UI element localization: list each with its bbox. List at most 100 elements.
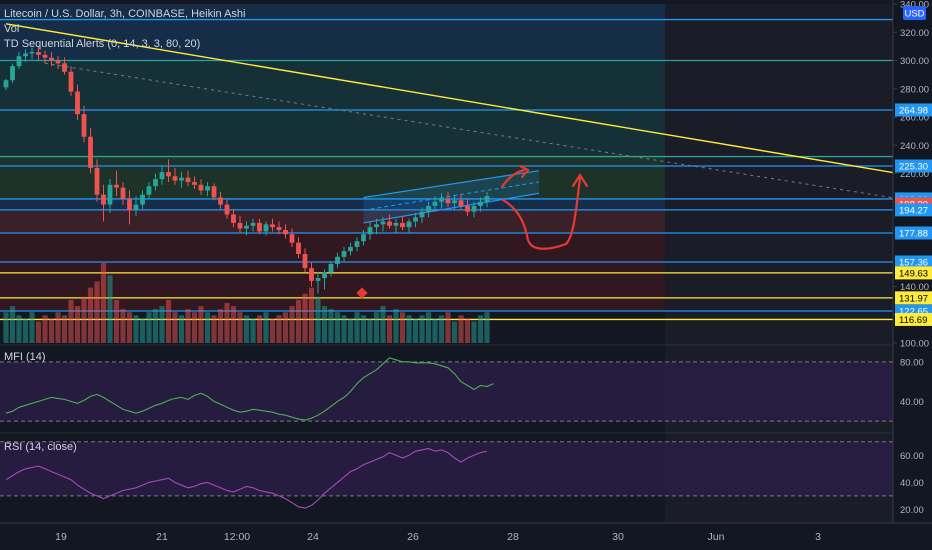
volume-bar xyxy=(412,318,419,343)
rsi-axis[interactable]: 60.00 40.00 20.00 xyxy=(900,451,924,516)
volume-bar xyxy=(198,306,204,343)
price-tag-label: 264.98 xyxy=(899,105,928,116)
candle-body xyxy=(328,263,334,273)
volume-bar xyxy=(133,315,139,343)
volume-bar xyxy=(22,318,29,343)
mfi-tick-label: 40.00 xyxy=(900,397,924,408)
candle-body xyxy=(120,187,126,199)
volume-bar xyxy=(126,312,133,343)
candle-body xyxy=(140,194,145,205)
price-tag-label: 225.30 xyxy=(899,162,928,173)
volume-bar xyxy=(484,312,490,343)
volume-bar xyxy=(159,306,165,343)
volume-bar xyxy=(334,312,341,343)
channel-lower xyxy=(363,192,540,224)
rsi-pane xyxy=(0,441,893,509)
red-arrow-annotation xyxy=(501,176,582,250)
volume-bar xyxy=(373,312,380,343)
volume-bar xyxy=(393,309,399,343)
candle-body xyxy=(159,172,165,180)
candles xyxy=(3,46,490,294)
candle-body xyxy=(309,268,314,281)
volume-bars xyxy=(3,263,490,343)
volume-bar xyxy=(230,306,237,343)
volume-bar xyxy=(100,263,107,343)
time-tick-label: 19 xyxy=(55,531,67,543)
volume-bar xyxy=(380,306,386,343)
currency-button-label: USD xyxy=(904,9,924,20)
volume-bar xyxy=(35,321,42,343)
candle-body xyxy=(81,114,87,137)
price-zone xyxy=(0,156,665,199)
candle-body xyxy=(452,200,457,204)
volume-bar xyxy=(328,309,334,343)
candle-body xyxy=(101,194,106,205)
indicator-vol: Vol xyxy=(4,23,19,35)
volume-bar xyxy=(217,309,224,343)
volume-bar xyxy=(237,312,243,343)
candle-body xyxy=(471,205,477,212)
volume-bar xyxy=(458,315,464,343)
candle-body xyxy=(341,251,347,257)
price-zone xyxy=(0,60,665,157)
rsi-label: RSI (14, close) xyxy=(4,441,77,453)
candle-body xyxy=(374,224,379,228)
time-tick-label: 12:00 xyxy=(224,531,250,543)
candle-body xyxy=(367,227,373,235)
price-zone xyxy=(0,198,665,211)
candle-body xyxy=(465,205,470,212)
volume-bar xyxy=(477,315,484,343)
volume-bar xyxy=(211,315,217,343)
currency-button[interactable]: USD xyxy=(903,6,926,20)
volume-bar xyxy=(276,315,282,343)
candle-body xyxy=(296,242,301,255)
candle-body xyxy=(205,186,210,191)
candle-body xyxy=(315,278,321,281)
channel-upper xyxy=(363,170,540,199)
candle-body xyxy=(172,176,178,181)
candle-body xyxy=(478,201,483,206)
candle-body xyxy=(179,177,184,181)
price-tick-label: 240.00 xyxy=(900,141,929,152)
candle-body xyxy=(153,179,158,187)
candle-body xyxy=(42,54,48,58)
volume-bar xyxy=(243,315,250,343)
candle-body xyxy=(29,52,35,54)
candle-body xyxy=(426,205,431,212)
candle-body xyxy=(257,222,262,232)
candle-body xyxy=(380,221,386,225)
price-zone xyxy=(0,4,665,61)
candle-body xyxy=(413,217,418,222)
rsi-band xyxy=(0,441,893,496)
candle-body xyxy=(244,225,249,229)
candle-body xyxy=(289,234,295,243)
legend: Litecoin / U.S. Dollar, 3h, COINBASE, He… xyxy=(4,8,246,50)
rsi-line xyxy=(5,447,488,509)
time-tick-label: Jun xyxy=(708,531,725,543)
candle-body xyxy=(224,204,230,215)
mfi-label: MFI (14) xyxy=(4,351,46,363)
mfi-axis[interactable]: 80.00 40.00 xyxy=(900,357,924,408)
horizontal-levels xyxy=(0,18,893,321)
price-tag-bg xyxy=(895,255,932,269)
candle-body xyxy=(23,53,28,57)
volume-bar xyxy=(224,303,230,343)
price-tag-bg xyxy=(895,291,932,305)
dashed-trendline xyxy=(44,62,893,199)
candle-body xyxy=(335,256,340,264)
volume-bar xyxy=(185,309,191,343)
channel xyxy=(363,170,540,224)
rsi-tick-label: 20.00 xyxy=(900,505,924,516)
volume-bar xyxy=(419,315,425,343)
candle-body xyxy=(10,66,15,81)
volume-bar xyxy=(29,312,35,343)
time-axis[interactable]: 19 21 12:00 24 26 28 30 Jun 3 xyxy=(55,531,821,543)
volume-bar xyxy=(386,315,393,343)
candle-body xyxy=(114,184,119,188)
candle-body xyxy=(127,198,132,211)
candle-body xyxy=(439,198,444,202)
price-tag-bg xyxy=(895,226,932,240)
volume-bar xyxy=(438,315,445,343)
candle-body xyxy=(218,197,223,205)
volume-bar xyxy=(341,315,347,343)
